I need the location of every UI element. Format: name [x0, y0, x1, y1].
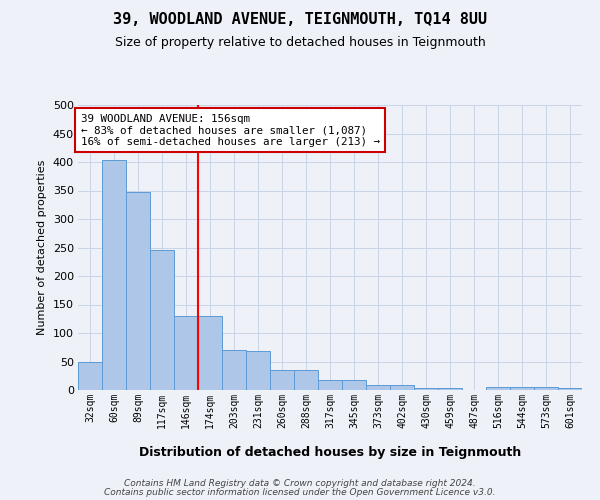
Text: Size of property relative to detached houses in Teignmouth: Size of property relative to detached ho… [115, 36, 485, 49]
Text: Distribution of detached houses by size in Teignmouth: Distribution of detached houses by size … [139, 446, 521, 459]
Text: Contains public sector information licensed under the Open Government Licence v3: Contains public sector information licen… [104, 488, 496, 497]
Bar [318, 380, 342, 390]
Bar [486, 387, 510, 390]
Bar [366, 386, 390, 390]
Bar [246, 351, 270, 390]
Bar [126, 192, 150, 390]
Text: 39 WOODLAND AVENUE: 156sqm
← 83% of detached houses are smaller (1,087)
16% of s: 39 WOODLAND AVENUE: 156sqm ← 83% of deta… [80, 114, 380, 147]
Bar [510, 387, 534, 390]
Bar [342, 380, 366, 390]
Bar [294, 370, 318, 390]
Bar [78, 362, 102, 390]
Bar [222, 350, 246, 390]
Text: Contains HM Land Registry data © Crown copyright and database right 2024.: Contains HM Land Registry data © Crown c… [124, 478, 476, 488]
Bar [438, 388, 462, 390]
Text: 39, WOODLAND AVENUE, TEIGNMOUTH, TQ14 8UU: 39, WOODLAND AVENUE, TEIGNMOUTH, TQ14 8U… [113, 12, 487, 28]
Bar [534, 387, 558, 390]
Bar [414, 388, 438, 390]
Bar [198, 316, 222, 390]
Bar [102, 160, 126, 390]
Bar [558, 388, 582, 390]
Bar [174, 316, 198, 390]
Y-axis label: Number of detached properties: Number of detached properties [37, 160, 47, 335]
Bar [390, 386, 414, 390]
Bar [270, 370, 294, 390]
Bar [150, 250, 174, 390]
